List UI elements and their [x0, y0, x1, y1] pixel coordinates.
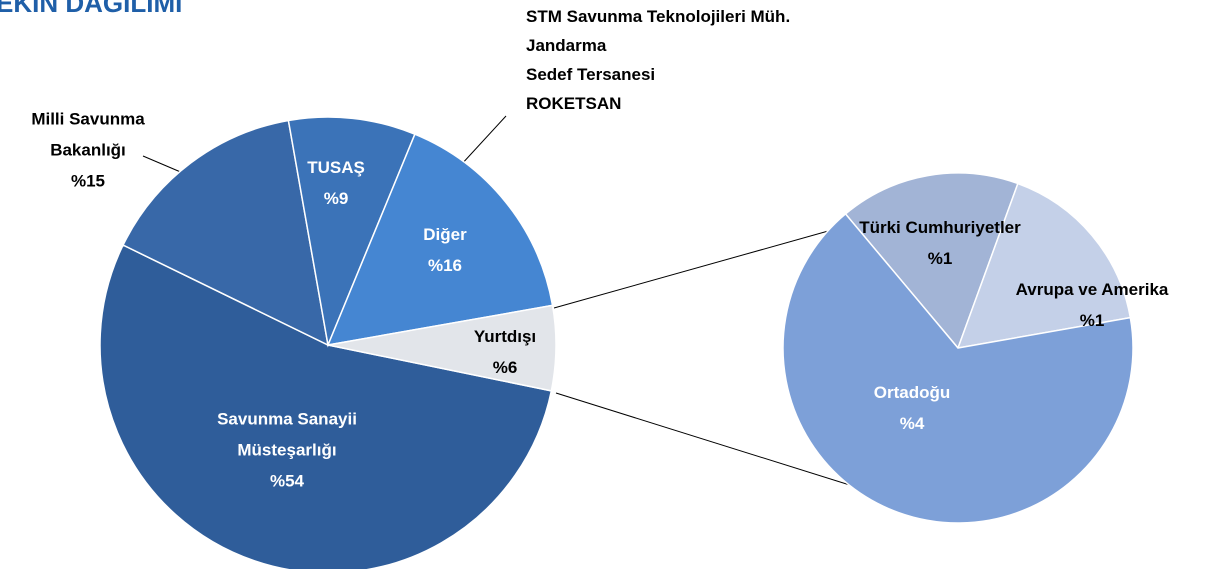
annotation-list: STM Savunma Teknolojileri Müh. Jandarma Se…: [526, 2, 790, 118]
connector-line: [553, 225, 847, 309]
category-label: Avrupa ve Amerika: [1015, 280, 1169, 299]
annotation: Jandarma: [526, 36, 607, 55]
pie-slice: [782, 212, 1134, 524]
category-label: Milli Savunma Bakanlığı: [31, 109, 145, 160]
value-label: %1: [927, 249, 953, 268]
category-label: TUSAŞ: [307, 158, 365, 177]
value-label: %1: [1079, 311, 1105, 330]
slice-label: Yurtdışı %6: [455, 321, 555, 383]
value-label: %16: [427, 256, 463, 275]
category-label: Yurtdışı: [473, 327, 537, 346]
pie-slice: [327, 304, 557, 392]
value-label: %15: [70, 171, 106, 191]
slice-label: TUSAŞ %9: [286, 152, 386, 214]
category-label: Savunma Sanayii Müsteşarlığı: [217, 409, 357, 460]
pie-slice: [99, 244, 553, 569]
value-label: %6: [492, 358, 518, 377]
value-label: %4: [899, 414, 925, 433]
value-label: %9: [323, 189, 349, 208]
pie-slice: [844, 172, 1019, 350]
annotation: ROKETSAN: [526, 94, 622, 113]
connector-line: [555, 392, 873, 493]
pie-slice: [287, 116, 416, 348]
slice-label: Diğer %16: [395, 219, 495, 281]
annotation: STM Savunma Teknolojileri Müh.: [526, 7, 791, 26]
slice-label: Avrupa ve Amerika %1: [992, 274, 1192, 336]
pie-slice: [122, 119, 329, 347]
annotation: Sedef Tersanesi: [526, 65, 656, 84]
category-label: Ortadoğu: [873, 383, 951, 402]
pie-slice: [956, 182, 1132, 349]
slice-label: Ortadoğu %4: [842, 377, 982, 439]
value-label: %54: [269, 471, 305, 491]
slice-label: Türki Cumhuriyetler %1: [820, 212, 1060, 274]
pie-slice: [326, 133, 554, 346]
category-label: Türki Cumhuriyetler: [859, 218, 1021, 237]
category-label: Diğer: [423, 225, 467, 244]
chart-title: EKİN DAĞILIMI: [0, 0, 183, 18]
leader-line: [459, 115, 507, 167]
slice-label: Savunma Sanayii Müsteşarlığı %54: [187, 404, 387, 497]
slice-label: Milli Savunma Bakanlığı %15: [13, 104, 163, 197]
